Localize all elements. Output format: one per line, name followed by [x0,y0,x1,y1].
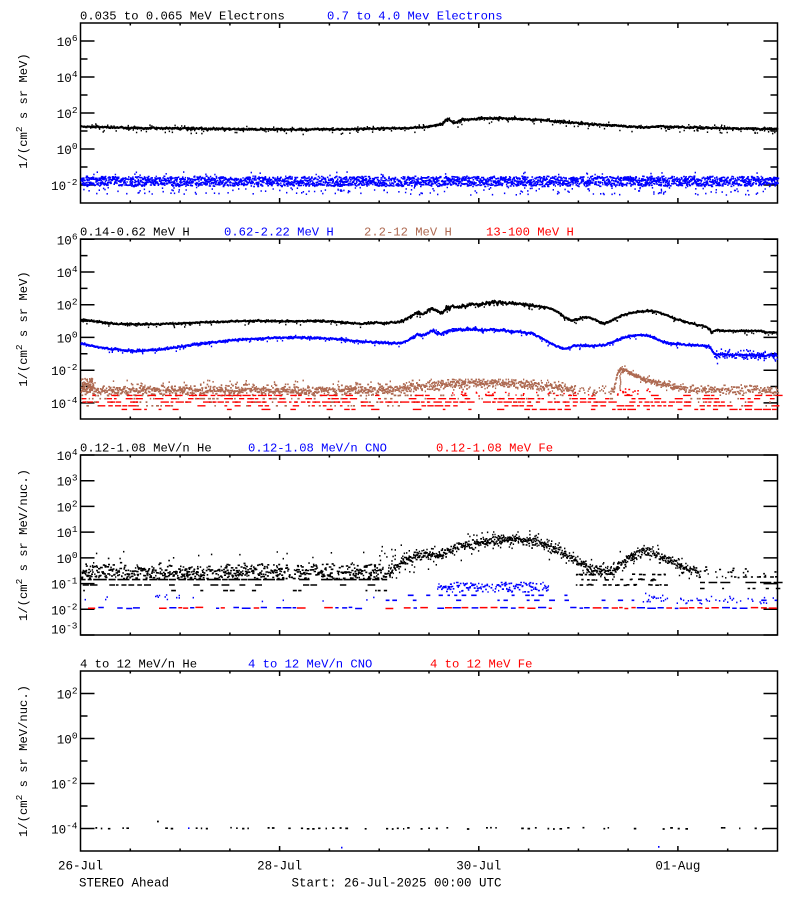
svg-text:1/(cm2 s sr MeV/nuc.): 1/(cm2 s sr MeV/nuc.) [14,685,31,837]
svg-text:0.12-1.08 MeV Fe: 0.12-1.08 MeV Fe [436,442,553,456]
svg-text:0.12-1.08 MeV/n He: 0.12-1.08 MeV/n He [80,442,212,456]
svg-text:0.14-0.62 MeV H: 0.14-0.62 MeV H [80,226,190,240]
svg-text:0.7 to 4.0 Mev Electrons: 0.7 to 4.0 Mev Electrons [327,10,503,24]
svg-text:1/(cm2 s sr MeV/nuc.): 1/(cm2 s sr MeV/nuc.) [14,469,31,621]
svg-text:28-Jul: 28-Jul [257,860,302,874]
svg-text:0.62-2.22 MeV H: 0.62-2.22 MeV H [224,226,334,240]
svg-text:2.2-12 MeV H: 2.2-12 MeV H [364,226,452,240]
svg-text:STEREO Ahead: STEREO Ahead [79,877,169,891]
svg-text:1/(cm2 s sr MeV): 1/(cm2 s sr MeV) [14,271,31,386]
svg-text:1/(cm2 s sr MeV): 1/(cm2 s sr MeV) [14,53,31,168]
svg-text:26-Jul: 26-Jul [58,860,103,874]
svg-text:Start: 26-Jul-2025 00:00 UTC: Start: 26-Jul-2025 00:00 UTC [292,877,502,891]
svg-text:0.12-1.08 MeV/n CNO: 0.12-1.08 MeV/n CNO [248,442,387,456]
svg-text:0.035 to 0.065 MeV Electrons: 0.035 to 0.065 MeV Electrons [80,10,285,24]
svg-text:4 to 12 MeV Fe: 4 to 12 MeV Fe [430,658,532,672]
svg-text:4 to 12 MeV/n CNO: 4 to 12 MeV/n CNO [248,658,372,672]
svg-text:01-Aug: 01-Aug [655,860,700,874]
svg-text:30-Jul: 30-Jul [456,860,501,874]
svg-text:13-100 MeV H: 13-100 MeV H [486,226,574,240]
svg-text:4 to 12 MeV/n He: 4 to 12 MeV/n He [80,658,197,672]
